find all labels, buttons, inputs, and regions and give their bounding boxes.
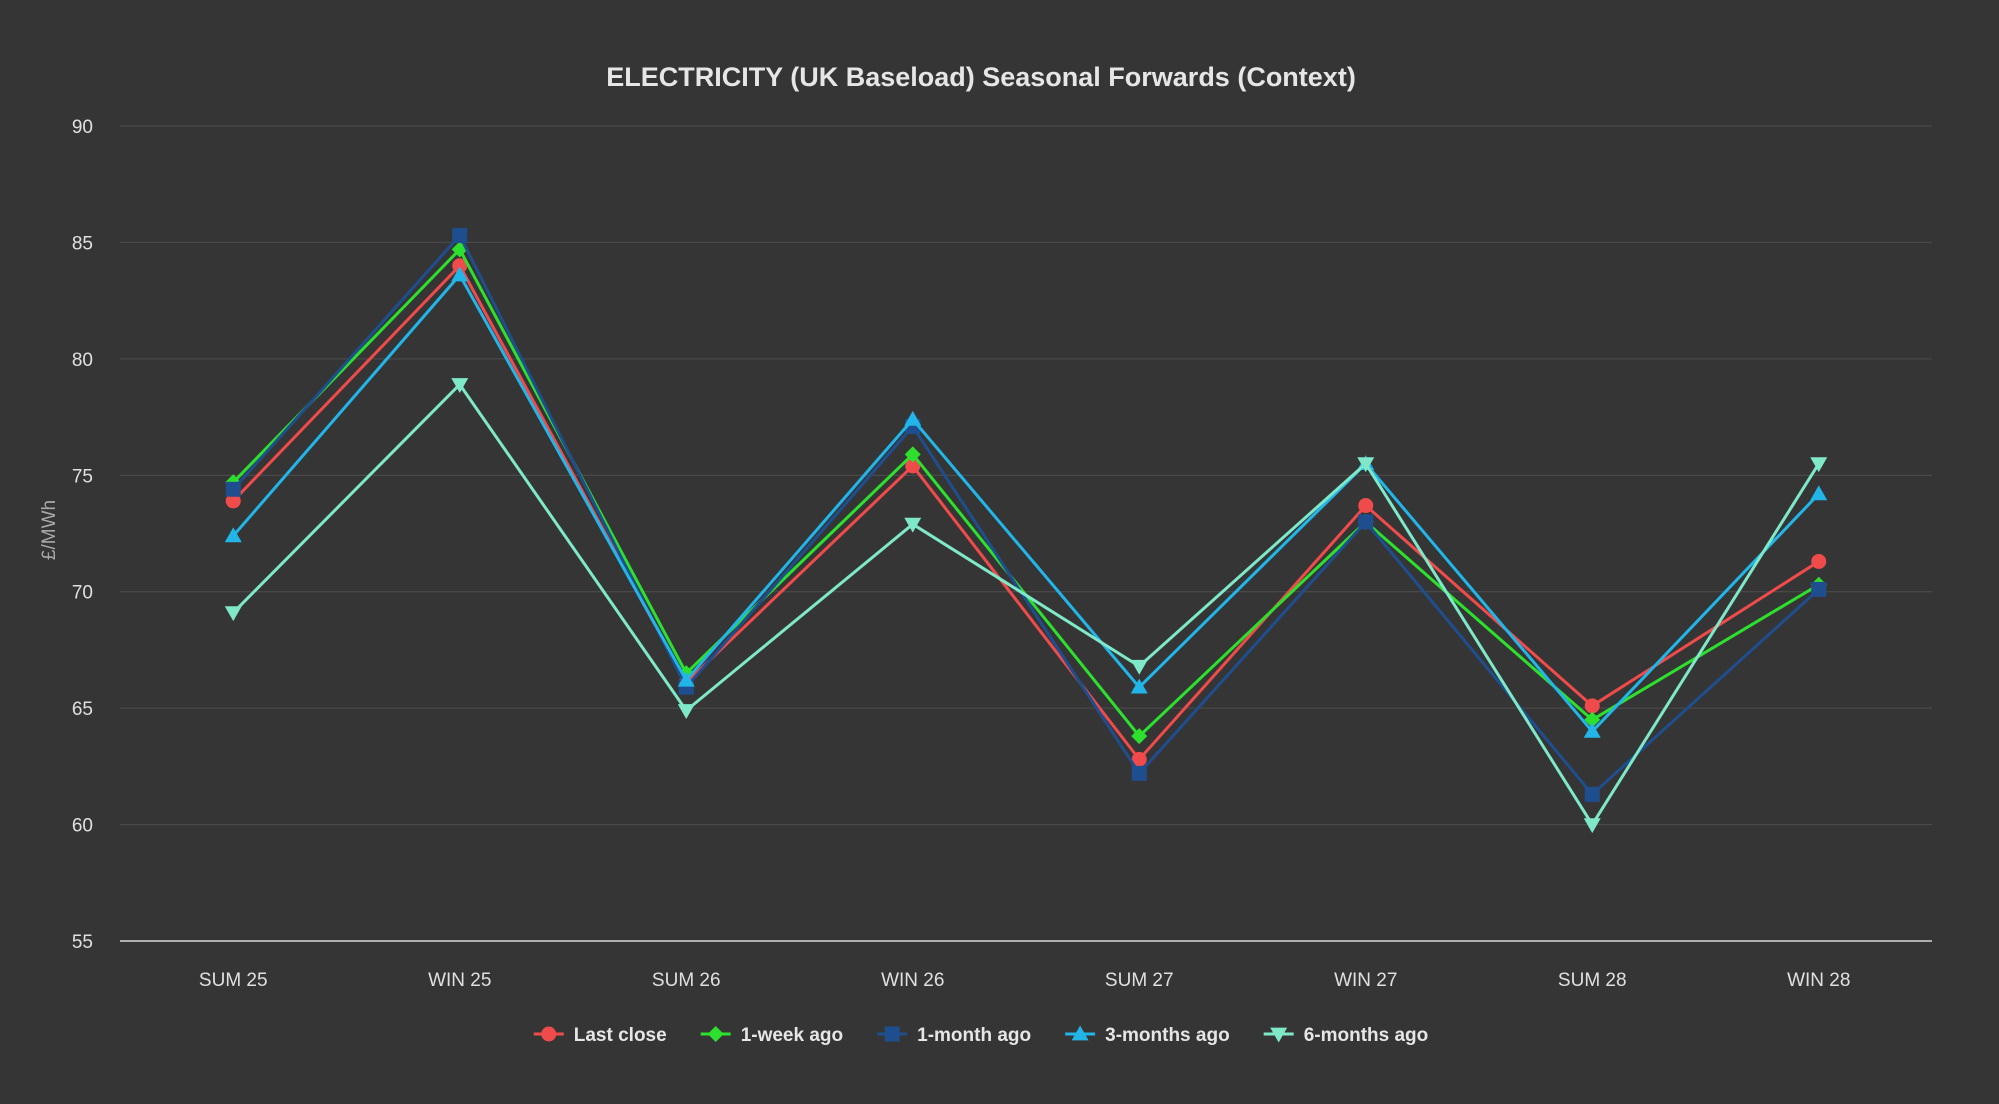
chart-title: ELECTRICITY (UK Baseload) Seasonal Forwa… [606, 62, 1356, 92]
series-3-months-ago [224, 266, 1828, 738]
y-tick-label: 65 [72, 699, 93, 720]
legend-item[interactable]: 1-month ago [877, 1025, 1031, 1046]
x-tick-label: WIN 25 [428, 970, 491, 991]
series-line [232, 233, 1820, 796]
data-point [1584, 786, 1600, 802]
legend-label: 1-month ago [917, 1025, 1031, 1046]
y-tick-label: 75 [72, 466, 93, 487]
x-tick-label: SUM 28 [1558, 970, 1627, 991]
y-tick-label: 80 [72, 350, 93, 371]
legend-item[interactable]: Last close [533, 1025, 667, 1046]
data-point [224, 527, 242, 543]
data-point [1811, 553, 1827, 569]
legend-marker [541, 1026, 557, 1042]
data-point [1358, 498, 1374, 514]
x-tick-label: WIN 26 [881, 970, 944, 991]
data-point [451, 266, 469, 282]
data-point [225, 481, 241, 497]
legend-marker [1270, 1027, 1288, 1043]
y-tick-label: 90 [72, 117, 93, 138]
series-line [232, 247, 1820, 738]
series-line [232, 382, 1821, 827]
data-point [677, 704, 695, 719]
x-tick-label: SUM 25 [199, 970, 268, 991]
data-point [452, 258, 468, 274]
data-point [1131, 728, 1148, 745]
data-point [1583, 818, 1601, 834]
legend-label: 6-months ago [1304, 1025, 1429, 1046]
y-tick-label: 55 [72, 932, 93, 953]
series-6-months-ago [224, 378, 1828, 834]
data-point [1357, 457, 1375, 473]
legend-label: 3-months ago [1105, 1025, 1230, 1046]
series-last-close [225, 258, 1827, 767]
data-point [1810, 485, 1828, 501]
series-line [232, 273, 1820, 733]
data-point [905, 458, 921, 474]
data-point [224, 606, 242, 622]
series-group [224, 227, 1828, 834]
y-axis: 55 60 65 70 75 80 85 90 [72, 117, 93, 953]
legend: Last close 1-week ago 1-month ago 3-months … [533, 1025, 1429, 1046]
legend-item[interactable]: 1-week ago [700, 1025, 843, 1046]
legend-marker [1071, 1025, 1089, 1041]
data-point [1130, 678, 1148, 694]
series-line [232, 264, 1820, 761]
x-axis: SUM 25 WIN 25 SUM 26 WIN 26 SUM 27 WIN 27 SUM … [120, 940, 1932, 991]
data-point [1810, 457, 1828, 473]
data-point [225, 493, 241, 509]
x-tick-label: SUM 26 [652, 970, 721, 991]
legend-item[interactable]: 6-months ago [1263, 1025, 1429, 1046]
legend-marker [884, 1026, 900, 1042]
x-tick-label: WIN 27 [1334, 970, 1397, 991]
x-tick-label: WIN 28 [1787, 970, 1850, 991]
data-point [1584, 711, 1601, 728]
data-point [904, 410, 922, 426]
legend-item[interactable]: 3-months ago [1065, 1025, 1230, 1046]
legend-label: Last close [574, 1025, 667, 1046]
data-point [1584, 698, 1600, 714]
y-tick-label: 60 [72, 816, 93, 837]
legend-label: 1-week ago [741, 1025, 843, 1046]
data-point [1811, 581, 1827, 597]
grid-lines [120, 125, 1932, 826]
data-point [451, 378, 469, 393]
data-point [677, 671, 695, 687]
data-point [904, 517, 922, 533]
data-point [1358, 514, 1374, 530]
data-point [904, 446, 921, 463]
data-point [1131, 751, 1147, 767]
data-point [452, 227, 468, 243]
x-tick-label: SUM 27 [1105, 970, 1174, 991]
data-point [1131, 765, 1147, 781]
y-axis-title: £/MWh [39, 500, 60, 560]
legend-marker [707, 1026, 724, 1042]
data-point [1583, 722, 1601, 738]
series-1-week-ago [225, 241, 1827, 745]
y-tick-label: 70 [72, 583, 93, 604]
data-point [1130, 659, 1148, 675]
y-tick-label: 85 [72, 233, 93, 254]
